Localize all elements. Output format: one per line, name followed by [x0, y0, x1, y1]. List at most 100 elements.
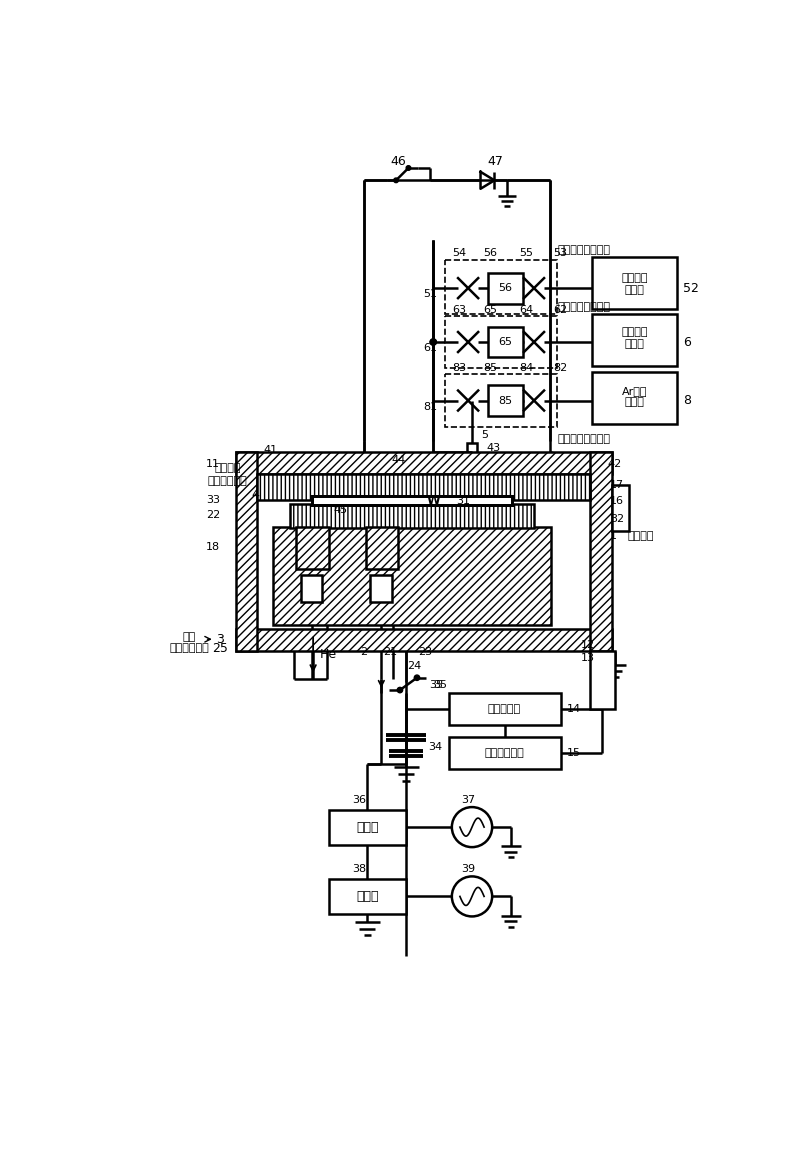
- Text: 64: 64: [519, 305, 534, 314]
- Text: 真空容器: 真空容器: [627, 531, 654, 541]
- Text: 16: 16: [610, 496, 624, 506]
- Text: 24: 24: [406, 662, 421, 671]
- Text: 35: 35: [430, 680, 443, 691]
- Bar: [445, 374, 558, 427]
- Bar: [487, 385, 523, 416]
- Text: 32: 32: [610, 514, 624, 524]
- Text: 35: 35: [434, 680, 447, 691]
- Text: 清洁气体
供给源: 清洁气体 供给源: [622, 327, 648, 350]
- Text: 真空排气机构: 真空排气机构: [485, 748, 525, 759]
- Text: 4: 4: [251, 487, 259, 502]
- Bar: [590, 651, 614, 708]
- Text: He: He: [320, 648, 337, 662]
- Text: 13: 13: [581, 652, 594, 663]
- Bar: [311, 496, 512, 505]
- Text: 处理气体
供给源: 处理气体 供给源: [622, 274, 648, 295]
- Text: 12: 12: [581, 639, 594, 650]
- Text: （上部电极）: （上部电极）: [208, 476, 248, 485]
- Text: 5: 5: [482, 430, 488, 441]
- Bar: [258, 500, 559, 629]
- Text: 17: 17: [610, 480, 624, 490]
- Text: 85: 85: [498, 395, 512, 406]
- Text: 压力调整部: 压力调整部: [488, 704, 521, 714]
- Text: 65: 65: [483, 305, 498, 314]
- Text: 42: 42: [608, 459, 622, 470]
- Text: 61: 61: [423, 344, 437, 353]
- Bar: [592, 256, 678, 309]
- Text: 53: 53: [554, 248, 567, 257]
- Text: 22: 22: [206, 511, 220, 520]
- Bar: [301, 574, 322, 602]
- Circle shape: [406, 166, 410, 171]
- Text: （下部电极）: （下部电极）: [170, 643, 209, 653]
- Bar: [366, 527, 398, 569]
- Text: W: W: [426, 494, 440, 507]
- Circle shape: [414, 675, 420, 680]
- Bar: [449, 736, 561, 769]
- Text: 44: 44: [391, 455, 406, 465]
- Text: 第二气体供给系统: 第二气体供给系统: [558, 302, 610, 312]
- Text: 56: 56: [483, 248, 498, 257]
- Text: 气体喷头: 气体喷头: [214, 463, 241, 472]
- Bar: [258, 473, 590, 500]
- Text: 11: 11: [206, 458, 220, 469]
- Text: 41: 41: [263, 445, 278, 455]
- Circle shape: [430, 339, 436, 345]
- Text: 84: 84: [519, 364, 534, 373]
- Text: 基座: 基座: [182, 632, 196, 642]
- Text: 82: 82: [554, 364, 568, 373]
- Bar: [290, 504, 534, 528]
- Text: 54: 54: [452, 248, 466, 257]
- Text: 15: 15: [566, 748, 581, 759]
- Bar: [467, 443, 477, 454]
- Bar: [273, 527, 551, 625]
- Bar: [236, 629, 611, 651]
- Text: 65: 65: [498, 337, 512, 347]
- Text: 36: 36: [353, 795, 366, 805]
- Bar: [329, 810, 406, 845]
- Text: 85: 85: [483, 364, 498, 373]
- Text: 3: 3: [216, 632, 224, 645]
- Text: 第一气体供给系统: 第一气体供给系统: [558, 244, 610, 255]
- Text: 83: 83: [452, 364, 466, 373]
- Bar: [236, 452, 611, 473]
- Text: 45: 45: [333, 505, 347, 514]
- Circle shape: [430, 339, 436, 345]
- Text: 51: 51: [423, 289, 437, 299]
- Bar: [445, 261, 558, 314]
- Bar: [487, 272, 523, 304]
- Bar: [592, 313, 678, 366]
- Text: 匹配器: 匹配器: [356, 821, 378, 833]
- Text: 46: 46: [390, 155, 406, 168]
- Text: 23: 23: [418, 648, 433, 657]
- Text: 1: 1: [610, 531, 617, 541]
- Bar: [611, 485, 629, 532]
- Text: 33: 33: [206, 494, 220, 505]
- Text: 8: 8: [683, 394, 691, 407]
- Text: 39: 39: [461, 864, 475, 874]
- Text: 37: 37: [461, 795, 475, 805]
- Bar: [449, 693, 561, 726]
- Bar: [445, 316, 558, 368]
- Bar: [329, 879, 406, 914]
- Text: 31: 31: [456, 496, 470, 506]
- Text: 6: 6: [683, 336, 690, 348]
- Text: 匹配器: 匹配器: [356, 890, 378, 902]
- Bar: [592, 372, 678, 424]
- Text: 43: 43: [486, 443, 500, 454]
- Text: 81: 81: [423, 402, 437, 411]
- Text: 52: 52: [683, 282, 698, 295]
- Text: 38: 38: [353, 864, 366, 874]
- Bar: [296, 527, 329, 569]
- Bar: [236, 452, 258, 651]
- Text: 21: 21: [383, 648, 398, 657]
- Text: 34: 34: [428, 742, 442, 752]
- Text: 第三气体供给系统: 第三气体供给系统: [558, 434, 610, 444]
- Text: 18: 18: [206, 542, 220, 552]
- Circle shape: [398, 687, 402, 693]
- Text: 62: 62: [554, 305, 567, 314]
- Bar: [590, 452, 611, 651]
- Text: 55: 55: [519, 248, 534, 257]
- Text: 2: 2: [360, 648, 367, 657]
- Text: 56: 56: [498, 283, 512, 293]
